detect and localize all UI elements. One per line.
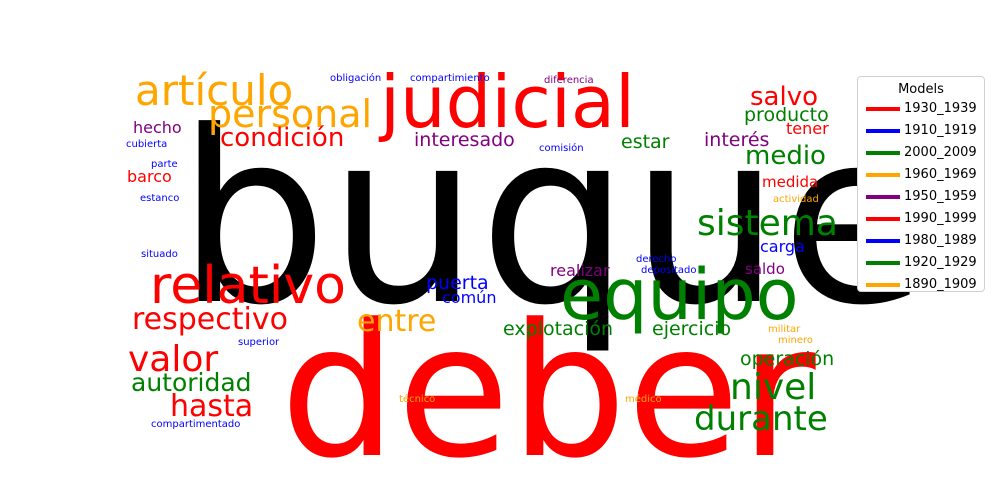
word-cloud-word: producto bbox=[744, 104, 829, 126]
word-cloud-word: actividad bbox=[773, 194, 819, 205]
word-cloud-word: durante bbox=[694, 399, 828, 439]
word-cloud-word: hasta bbox=[170, 389, 254, 424]
legend-item: 1920_1929 bbox=[858, 253, 984, 275]
legend-item: 1930_1939 bbox=[858, 99, 984, 121]
word-cloud-word: relativo bbox=[150, 256, 346, 316]
word-cloud-word: parte bbox=[151, 159, 178, 170]
word-cloud-word: explotación bbox=[503, 318, 614, 340]
word-cloud-word: barco bbox=[127, 167, 172, 186]
legend-label: 1920_1929 bbox=[904, 255, 977, 270]
word-cloud-word: común bbox=[442, 288, 497, 307]
word-cloud-word: derecho bbox=[636, 254, 677, 265]
legend-swatch bbox=[866, 217, 900, 221]
word-cloud-word: operación bbox=[740, 348, 835, 370]
word-cloud-word: medio bbox=[745, 141, 826, 171]
word-cloud-word: comisión bbox=[539, 143, 584, 154]
legend-item: 1990_1999 bbox=[858, 209, 984, 231]
word-cloud-word: valor bbox=[128, 339, 219, 380]
word-cloud-word: hecho bbox=[133, 118, 182, 137]
word-cloud-word: superior bbox=[238, 337, 280, 348]
word-cloud-word: puerta bbox=[426, 272, 489, 294]
word-cloud-word: carga bbox=[760, 237, 805, 256]
word-cloud-word: interés bbox=[704, 129, 770, 151]
legend-label: 1980_1989 bbox=[904, 233, 977, 248]
word-cloud-word: compartimiento bbox=[410, 73, 490, 84]
word-cloud-word: minero bbox=[778, 335, 814, 346]
word-cloud-word: artículo bbox=[135, 66, 294, 115]
word-cloud-word: depositado bbox=[641, 265, 697, 276]
legend-item: 1910_1919 bbox=[858, 121, 984, 143]
legend: Models 1930_1939 1910_1919 2000_2009 1960_1… bbox=[857, 76, 985, 292]
word-cloud-word: realizar bbox=[550, 261, 610, 280]
word-cloud-word: respectivo bbox=[132, 302, 288, 337]
word-cloud-word: tener bbox=[786, 119, 829, 138]
word-cloud-word: nivel bbox=[730, 367, 817, 408]
word-cloud-word: ejercicio bbox=[652, 318, 732, 340]
legend-item: 1980_1989 bbox=[858, 231, 984, 253]
legend-label: 1950_1959 bbox=[904, 189, 977, 204]
word-cloud-word: deber bbox=[280, 285, 816, 499]
legend-label: 1910_1919 bbox=[904, 123, 977, 138]
word-cloud-word: saldo bbox=[745, 260, 785, 278]
legend-item: 1950_1959 bbox=[858, 187, 984, 209]
word-cloud-word: judicial bbox=[380, 60, 636, 144]
legend-label: 1890_1909 bbox=[904, 277, 977, 292]
word-cloud-word: entre bbox=[357, 304, 437, 339]
word-cloud-word: personal bbox=[208, 92, 373, 136]
legend-swatch bbox=[866, 129, 900, 133]
legend-item: 2000_2009 bbox=[858, 143, 984, 165]
legend-label: 1930_1939 bbox=[904, 101, 977, 116]
word-cloud-word: buque bbox=[177, 81, 928, 358]
word-cloud-word: sistema bbox=[697, 203, 838, 244]
legend-swatch bbox=[866, 283, 900, 287]
word-cloud-word: autoridad bbox=[131, 368, 252, 397]
word-cloud-word: interesado bbox=[414, 129, 515, 151]
word-cloud-word: militar bbox=[768, 324, 801, 335]
legend-items: 1930_1939 1910_1919 2000_2009 1960_1969 1950… bbox=[858, 99, 984, 297]
word-cloud-word: obligación bbox=[330, 73, 382, 84]
legend-swatch bbox=[866, 151, 900, 155]
legend-item: 1890_1909 bbox=[858, 275, 984, 297]
legend-swatch bbox=[866, 195, 900, 199]
word-cloud-word: situado bbox=[141, 249, 178, 260]
word-cloud-word: compartimentado bbox=[151, 419, 241, 430]
word-cloud-word: diferencia bbox=[544, 75, 594, 86]
legend-swatch bbox=[866, 261, 900, 265]
legend-label: 1960_1969 bbox=[904, 167, 977, 182]
word-cloud-word: técnico bbox=[399, 394, 436, 405]
word-cloud-word: médico bbox=[625, 394, 662, 405]
word-cloud-word: salvo bbox=[750, 82, 818, 112]
word-cloud-word: estanco bbox=[140, 193, 180, 204]
legend-swatch bbox=[866, 239, 900, 243]
legend-swatch bbox=[866, 107, 900, 111]
legend-title: Models bbox=[898, 82, 944, 97]
legend-item: 1960_1969 bbox=[858, 165, 984, 187]
word-cloud-word: medida bbox=[762, 173, 819, 191]
word-cloud-word: estar bbox=[621, 131, 670, 153]
legend-swatch bbox=[866, 173, 900, 177]
word-cloud-word: cubierta bbox=[126, 139, 168, 150]
legend-label: 2000_2009 bbox=[904, 145, 977, 160]
word-cloud-word: condición bbox=[220, 123, 345, 153]
word-cloud-word: equipo bbox=[560, 254, 799, 336]
legend-label: 1990_1999 bbox=[904, 211, 977, 226]
